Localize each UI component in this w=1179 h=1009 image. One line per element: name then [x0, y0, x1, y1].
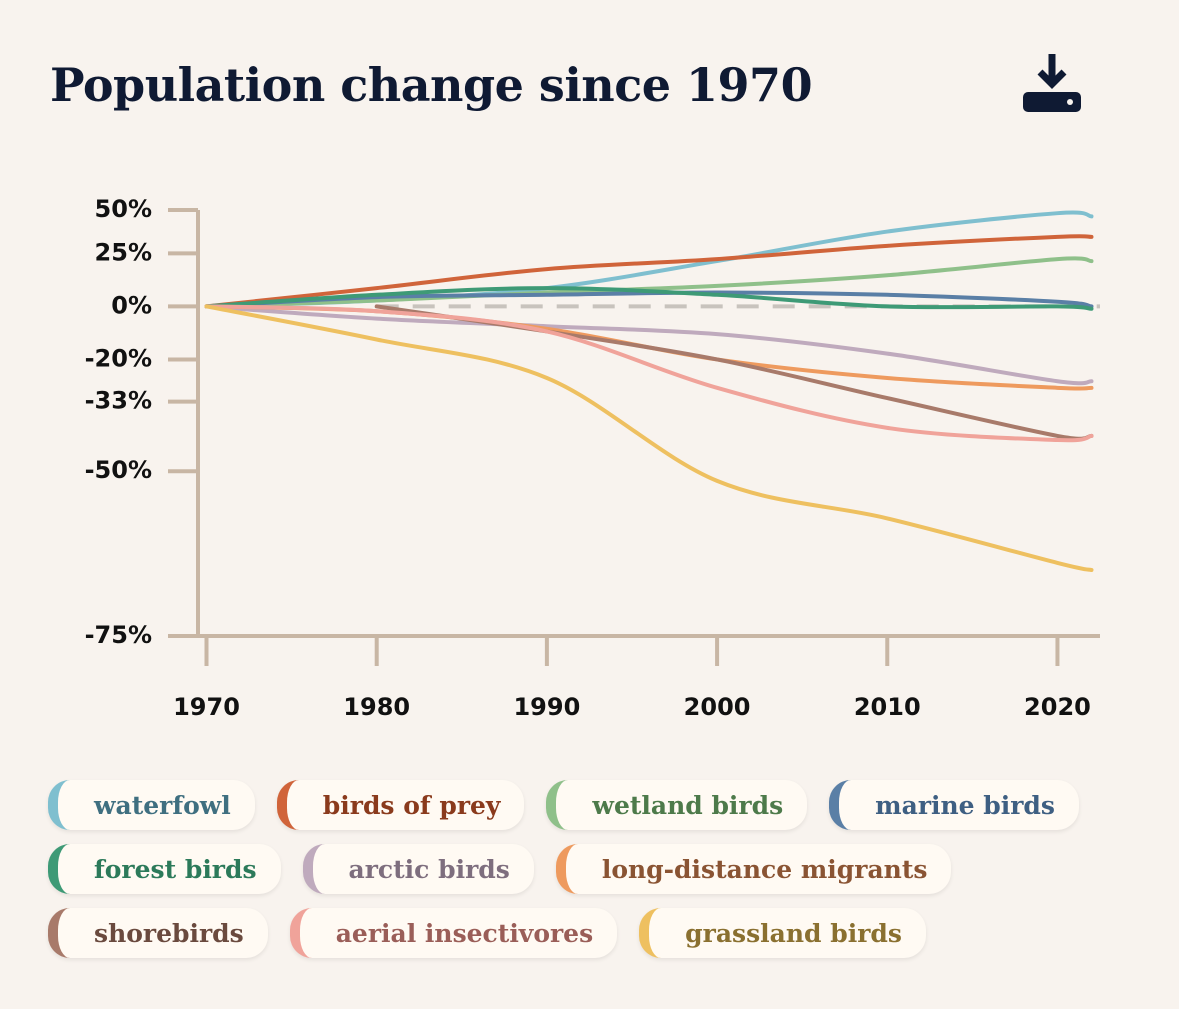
y-tick-label: -33%	[85, 387, 152, 415]
series-line	[204, 304, 1094, 443]
y-tick-label: -50%	[85, 456, 152, 484]
x-tick-label: 2010	[854, 693, 921, 721]
legend-item[interactable]: forest birds	[48, 844, 281, 894]
y-tick-label: 25%	[95, 238, 152, 266]
legend-item[interactable]: aerial insectivores	[289, 908, 618, 958]
y-tick-label: 50%	[95, 195, 152, 223]
legend-item[interactable]: birds of prey	[276, 780, 525, 830]
legend-item[interactable]: long-distance migrants	[555, 844, 952, 894]
legend: waterfowl birds of prey wetland birds marin…	[48, 780, 1148, 958]
legend-item[interactable]: wetland birds	[546, 780, 808, 830]
legend-item[interactable]: arctic birds	[302, 844, 534, 894]
series-line	[374, 304, 1094, 441]
x-tick-label: 1970	[173, 693, 240, 721]
x-tick-label: 2020	[1024, 693, 1091, 721]
x-tick-label: 1990	[513, 693, 580, 721]
legend-item[interactable]: grassland birds	[639, 908, 926, 958]
title: Population change since 1970	[50, 58, 813, 112]
legend-item[interactable]: shorebirds	[48, 908, 268, 958]
chart: 50% 25% 0% -20% -33% -50% -75% 1970 1980 1990 2000…	[85, 195, 1100, 721]
series-line	[204, 304, 1094, 386]
series-line	[204, 256, 1094, 309]
x-tick-label: 1980	[343, 693, 410, 721]
series-line	[204, 304, 1094, 572]
y-tick-label: -20%	[85, 344, 152, 372]
series-line	[204, 286, 1094, 311]
x-tick-label: 2000	[684, 693, 751, 721]
y-tick-label: 0%	[111, 291, 152, 319]
legend-item[interactable]: waterfowl	[48, 780, 255, 830]
legend-item[interactable]: marine birds	[829, 780, 1079, 830]
series-line	[204, 234, 1094, 309]
y-tick-label: -75%	[85, 621, 152, 649]
series-line	[204, 290, 1094, 309]
download-button[interactable]	[1020, 52, 1084, 116]
